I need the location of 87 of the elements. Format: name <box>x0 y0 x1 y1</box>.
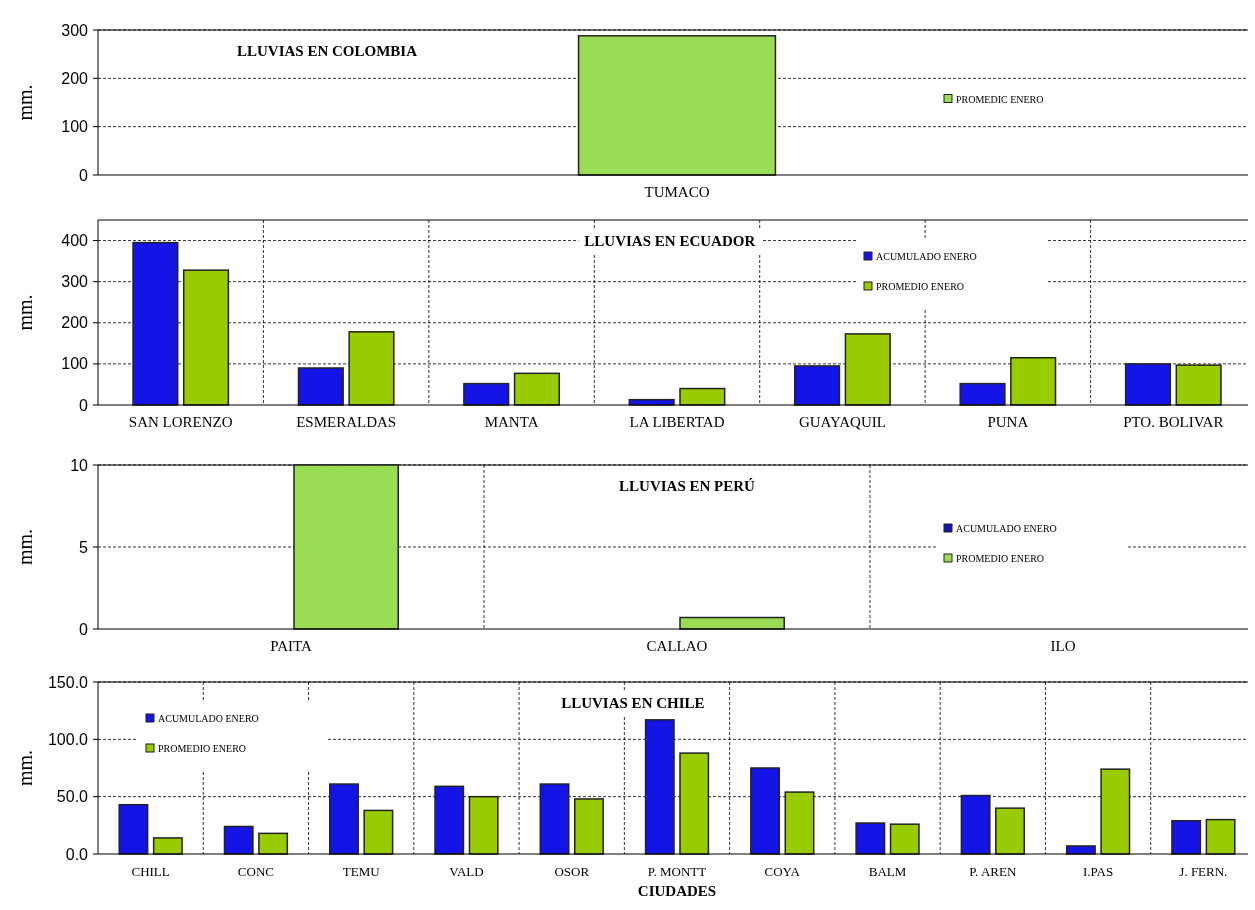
bar <box>794 365 841 406</box>
bar <box>960 794 991 855</box>
y-tick-label: 200 <box>61 69 89 87</box>
y-tick-label: 0.0 <box>65 845 89 863</box>
x-axis-title: CIUDADES <box>637 883 717 899</box>
bar <box>363 809 394 855</box>
bar <box>1205 818 1236 855</box>
y-tick-label: 50.0 <box>56 788 89 806</box>
bar <box>132 241 179 406</box>
bar <box>539 783 570 855</box>
y-tick-label: 300 <box>61 273 89 291</box>
bar <box>1010 356 1057 406</box>
bar <box>463 382 510 406</box>
x-tick-label: ESMERALDAS <box>296 414 397 430</box>
bar <box>118 803 149 855</box>
y-axis-title: mm. <box>14 84 36 121</box>
x-tick-label: P. MONTT <box>647 864 707 879</box>
bar <box>644 719 675 855</box>
x-tick-label: ILO <box>1050 638 1076 654</box>
y-tick-label: 5 <box>79 538 89 556</box>
x-tick-label: CHILL <box>131 864 170 879</box>
y-tick-label: 0 <box>79 166 89 184</box>
text: LLUVIAS EN COLOMBIA <box>236 43 418 59</box>
x-tick-label: I.PAS <box>1082 864 1114 879</box>
legend-label: PROMEDIO ENERO <box>956 553 1045 564</box>
bar <box>889 823 920 855</box>
bar <box>855 822 886 855</box>
y-tick-label: 300 <box>61 21 89 39</box>
bar <box>573 798 604 855</box>
y-tick-label: 0 <box>79 620 89 638</box>
x-tick-label: GUAYAQUIL <box>798 414 886 430</box>
text: LLUVIAS EN PERÚ <box>619 478 756 494</box>
x-tick-label: OSOR <box>554 864 590 879</box>
bar <box>434 785 465 855</box>
y-tick-label: 400 <box>61 232 89 250</box>
legend-label: PROMEDIC ENERO <box>956 93 1044 105</box>
legend-label: PROMEDIO ENERO <box>876 281 965 292</box>
x-tick-label: LA LIBERTAD <box>629 414 725 430</box>
y-tick-label: 100 <box>61 355 89 373</box>
legend-label: ACUMULADO ENERO <box>956 523 1057 534</box>
bar <box>258 832 289 855</box>
text: LLUVIAS EN ECUADOR <box>584 233 756 249</box>
y-tick-label: 0 <box>79 396 89 414</box>
y-axis-title: mm. <box>14 528 36 566</box>
bar <box>348 331 395 406</box>
bar <box>297 367 344 406</box>
y-tick-label: 100.0 <box>47 730 89 748</box>
bar <box>1100 768 1131 855</box>
x-tick-label: TEMU <box>342 864 381 879</box>
x-tick-label: COYA <box>764 864 801 879</box>
bar <box>329 783 359 855</box>
y-tick-label: 150.0 <box>47 673 89 691</box>
bar <box>750 767 781 855</box>
bar <box>223 825 254 855</box>
bar <box>844 333 891 406</box>
text: LLUVIAS EN CHILE <box>561 695 705 711</box>
x-tick-label: CALLAO <box>646 638 708 654</box>
bar <box>1171 820 1202 855</box>
x-tick-label: J. FERN. <box>1179 864 1228 879</box>
x-tick-label: SAN LORENZO <box>128 414 233 430</box>
bar <box>784 791 815 855</box>
bar <box>152 837 183 855</box>
bar <box>182 269 230 406</box>
x-tick-label: MANTA <box>484 414 539 430</box>
x-tick-label: BALM <box>868 864 907 879</box>
legend-label: ACUMULADO ENERO <box>876 251 977 262</box>
x-tick-label: P. AREN <box>969 864 1017 879</box>
bar <box>468 795 499 855</box>
x-tick-label: PAITA <box>270 638 312 654</box>
x-tick-label: PTO. BOLIVAR <box>1123 414 1224 430</box>
x-tick-label: CONC <box>237 864 274 879</box>
bar <box>513 372 560 406</box>
bar <box>679 752 710 855</box>
bar <box>959 382 1006 406</box>
legend-label: ACUMULADO ENERO <box>158 713 259 724</box>
bar <box>1124 363 1172 406</box>
legend-label: PROMEDIO ENERO <box>158 743 247 754</box>
y-axis-title: mm. <box>14 749 36 787</box>
x-tick-label: VALD <box>449 864 484 879</box>
x-tick-label: TUMACO <box>644 184 710 200</box>
y-axis-title: mm. <box>14 294 36 331</box>
y-tick-label: 100 <box>61 118 89 136</box>
y-tick-label: 10 <box>70 456 89 474</box>
bar <box>1175 364 1222 406</box>
y-tick-label: 200 <box>61 314 89 332</box>
bar <box>995 807 1025 855</box>
x-tick-label: PUNA <box>987 414 1029 430</box>
